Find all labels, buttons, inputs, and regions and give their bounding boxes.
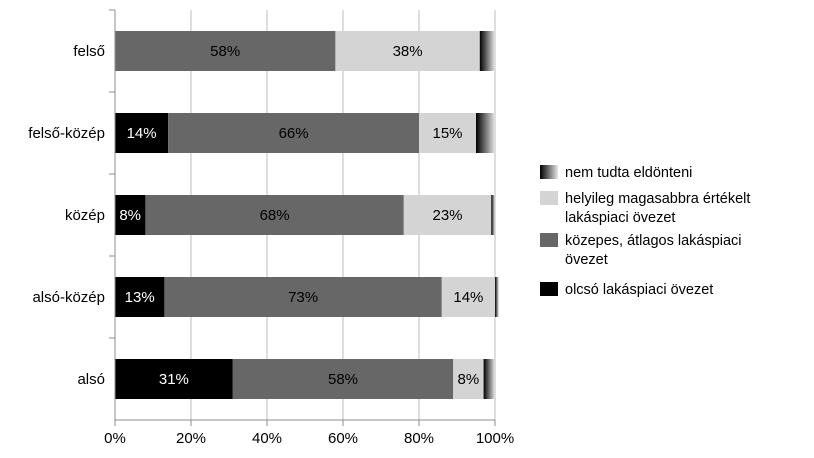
- plot-area: 58% 38% 14% 66% 15% 8% 68% 23% 13% 73% 14% 31% 58% 8%…: [28, 9, 514, 447]
- category-label: alsó-közép: [32, 289, 105, 306]
- bar-segment: [403, 195, 492, 235]
- legend-label: helyileg magasabbra értékelt: [565, 191, 750, 207]
- x-tick-label: 60%: [328, 430, 358, 447]
- legend-label: nem tudta eldönteni: [565, 165, 692, 181]
- x-axis-ticks: 0% 20% 40% 60% 80% 100%: [104, 9, 514, 447]
- x-tick-label: 20%: [176, 430, 206, 447]
- data-label: 8%: [458, 371, 480, 388]
- legend-label: közepes, átlagos lakáspiaci: [565, 233, 742, 249]
- category-labels: felső felső-közép közép alsó-közép alsó: [28, 43, 105, 388]
- bar-segment: [476, 113, 495, 153]
- data-label: 38%: [393, 43, 423, 60]
- bar-segment: [483, 359, 495, 399]
- bar-segment: [115, 31, 336, 71]
- data-label: 73%: [288, 289, 318, 306]
- legend: nem tudta eldönteni helyileg magasabbra é…: [540, 165, 750, 298]
- legend-label: olcsó lakáspiaci övezet: [565, 282, 713, 298]
- data-label: 14%: [127, 125, 157, 142]
- bar-segment: [168, 113, 419, 153]
- data-label: 31%: [159, 371, 189, 388]
- data-label: 66%: [279, 125, 309, 142]
- data-label: 68%: [260, 207, 290, 224]
- category-label: felső-közép: [28, 125, 105, 142]
- category-label: közép: [65, 207, 105, 224]
- data-label: 8%: [119, 207, 141, 224]
- x-tick-label: 80%: [404, 430, 434, 447]
- bar-segment: [115, 195, 146, 235]
- legend-swatch: [540, 191, 558, 205]
- bar-segment: [232, 359, 454, 399]
- bar-segment: [115, 113, 169, 153]
- data-label: 15%: [432, 125, 462, 142]
- legend-label: övezet: [565, 252, 608, 268]
- bar-segment: [335, 31, 480, 71]
- legend-swatch: [540, 165, 558, 179]
- bar-segment: [479, 31, 495, 71]
- bar-segment: [441, 277, 495, 317]
- bar-segment: [495, 277, 499, 317]
- category-label: felső: [73, 43, 105, 60]
- data-label: 14%: [453, 289, 483, 306]
- x-tick-label: 40%: [252, 430, 282, 447]
- x-tick-label: 0%: [104, 430, 126, 447]
- legend-swatch: [540, 282, 558, 296]
- bar-segment: [419, 113, 476, 153]
- bar-segment: [145, 195, 404, 235]
- bar-segment: [491, 195, 495, 235]
- data-label: 58%: [210, 43, 240, 60]
- bar-segment: [453, 359, 484, 399]
- x-tick-label: 100%: [476, 430, 514, 447]
- bar-segment: [115, 277, 165, 317]
- data-label: 13%: [125, 289, 155, 306]
- legend-swatch: [540, 233, 558, 247]
- legend-label: lakáspiaci övezet: [565, 210, 675, 226]
- bar-segment: [164, 277, 442, 317]
- category-label: alsó: [77, 371, 105, 388]
- bars: 58% 38% 14% 66% 15% 8% 68% 23% 13% 73% 14% 31% 58% 8%: [115, 31, 499, 399]
- data-label: 23%: [432, 207, 462, 224]
- data-label: 58%: [328, 371, 358, 388]
- bar-segment: [115, 359, 233, 399]
